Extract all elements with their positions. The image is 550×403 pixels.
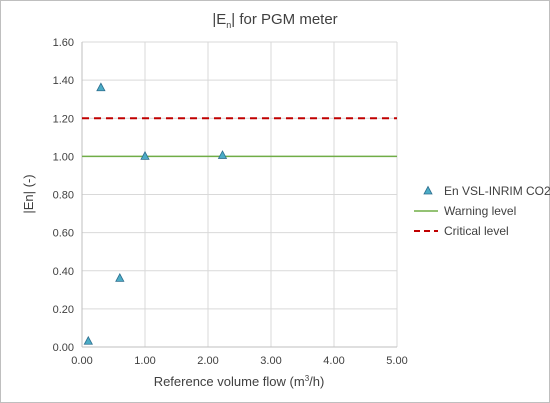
chart-title-sub: n xyxy=(226,20,231,30)
x-tick-label: 3.00 xyxy=(260,355,281,367)
x-tick-label: 2.00 xyxy=(197,355,218,367)
data-point xyxy=(217,150,228,159)
tick-labels: 0.00 0.20 0.40 0.60 0.80 1.00 1.20 1.40 1.60 0.00… xyxy=(53,37,408,367)
legend-marker-triangle xyxy=(423,185,433,195)
chart-title-post: | for PGM meter xyxy=(231,11,337,28)
y-tick-label: 0.00 xyxy=(53,342,74,354)
x-tick-label: 4.00 xyxy=(323,355,344,367)
y-tick-label: 1.60 xyxy=(53,37,74,49)
y-tick-label: 1.40 xyxy=(53,75,74,87)
data-point xyxy=(96,82,106,92)
legend-label: Warning level xyxy=(444,204,516,218)
y-axis-label: |En| (-) xyxy=(21,174,36,213)
y-tick-label: 1.00 xyxy=(53,151,74,163)
y-tick-label: 0.80 xyxy=(53,190,74,202)
x-axis-label-pre: Reference volume flow (m xyxy=(154,374,305,389)
x-axis-label: Reference volume flow (m3/h) xyxy=(154,374,325,389)
x-axis-label-sup: 3 xyxy=(305,374,310,383)
grid xyxy=(81,41,398,348)
chart-title: |En| for PGM meter xyxy=(212,11,337,30)
x-axis-label-post: /h) xyxy=(309,374,324,389)
chart-title-pre: |E xyxy=(212,11,226,28)
y-tick-label: 0.60 xyxy=(53,228,74,240)
x-tick-label: 1.00 xyxy=(134,355,155,367)
data-point xyxy=(140,151,150,160)
legend-label: Critical level xyxy=(444,224,509,238)
y-tick-label: 0.20 xyxy=(53,304,74,316)
y-tick-label: 0.40 xyxy=(53,266,74,278)
y-tick-label: 1.20 xyxy=(53,113,74,125)
axes xyxy=(81,42,397,348)
x-tick-label: 5.00 xyxy=(386,355,407,367)
x-tick-label: 0.00 xyxy=(71,355,92,367)
data-points xyxy=(83,82,228,345)
data-point xyxy=(83,335,93,345)
reference-lines xyxy=(82,117,397,158)
data-point xyxy=(115,273,125,282)
legend-label: En VSL-INRIM CO2 xyxy=(444,184,550,198)
legend: En VSL-INRIM CO2 Warning level Critical le… xyxy=(414,184,550,238)
